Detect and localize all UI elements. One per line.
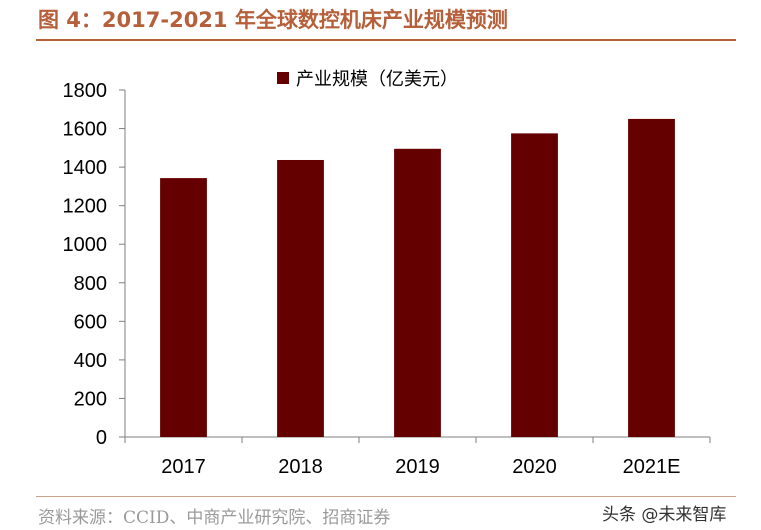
y-tick-label: 1800 [63,80,108,102]
y-tick-label: 0 [96,427,107,449]
bar-2020 [511,133,558,437]
x-axis: 2017 2018 2019 2020 2021E [124,436,711,478]
y-axis: 0 200 400 600 800 1000 1200 1400 1600 1800 [63,80,126,449]
chart-title: 图 4：2017-2021 年全球数控机床产业规模预测 [38,8,508,32]
y-tick-label: 200 [74,388,107,410]
bar-2021E [628,118,675,438]
legend-label: 产业规模（亿美元） [296,69,458,90]
y-tick-label: 400 [74,350,107,372]
x-tick-label: 2019 [395,456,440,478]
bar-2017 [160,178,207,438]
bar-2019 [394,148,441,437]
bar-2018 [277,159,324,437]
x-tick-label: 2020 [512,456,557,478]
source-note: 资料来源：CCID、中商产业研究院、招商证券 [38,508,391,528]
x-tick-label: 2017 [161,456,206,478]
x-tick-label: 2021E [623,456,681,478]
legend-swatch [277,72,289,84]
y-tick-label: 1400 [63,157,108,179]
legend: 产业规模（亿美元） [277,69,458,90]
watermark: 头条 @未来智库 [602,505,727,525]
title-divider [36,39,736,41]
y-tick-label: 800 [74,273,107,295]
x-tick-label: 2018 [278,456,323,478]
source-divider [36,496,736,497]
y-tick-label: 1000 [63,234,108,256]
bars [160,118,675,438]
y-tick-label: 1600 [63,119,108,141]
y-tick-label: 600 [74,311,107,333]
y-tick-label: 1200 [63,196,108,218]
